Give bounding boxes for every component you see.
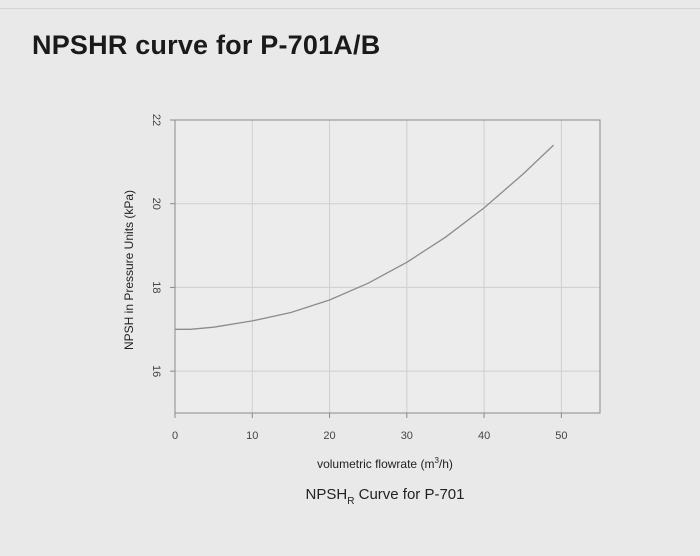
tick-labels: 0 10 20 30 40 50 16 18 20 22 xyxy=(150,114,567,442)
y-tick-label: 18 xyxy=(150,281,162,293)
y-tick-label: 20 xyxy=(150,198,162,210)
npshr-series-line xyxy=(175,144,555,330)
x-tick-label: 40 xyxy=(478,430,490,442)
y-tick-label: 22 xyxy=(150,114,162,126)
top-divider xyxy=(0,8,700,9)
y-tick-label: 16 xyxy=(150,365,162,377)
y-axis-label: NPSH in Pressure Units (kPa) xyxy=(122,190,136,350)
caption-main: NPSH xyxy=(306,486,348,503)
plot-frame xyxy=(174,119,601,414)
x-tick-label: 10 xyxy=(246,430,258,442)
x-tick-label: 50 xyxy=(555,430,567,442)
plot-area xyxy=(175,120,600,413)
page-title: NPSHR curve for P-701A/B xyxy=(32,30,381,60)
x-axis-label-superscript: 3 xyxy=(434,456,439,465)
grid-lines xyxy=(175,120,600,413)
caption-end: Curve for P-701 xyxy=(354,486,464,503)
x-tick-label: 30 xyxy=(401,430,413,442)
chart-caption: NPSHR Curve for P-701 xyxy=(306,486,465,507)
x-axis-label-main: volumetric flowrate (m xyxy=(317,457,434,471)
x-tick-label: 20 xyxy=(323,430,335,442)
x-tick-label: 0 xyxy=(172,430,178,442)
x-axis-label: volumetric flowrate (m3/h) xyxy=(317,456,453,471)
x-axis-label-end: /h) xyxy=(439,457,453,471)
caption-subscript: R xyxy=(347,496,354,507)
